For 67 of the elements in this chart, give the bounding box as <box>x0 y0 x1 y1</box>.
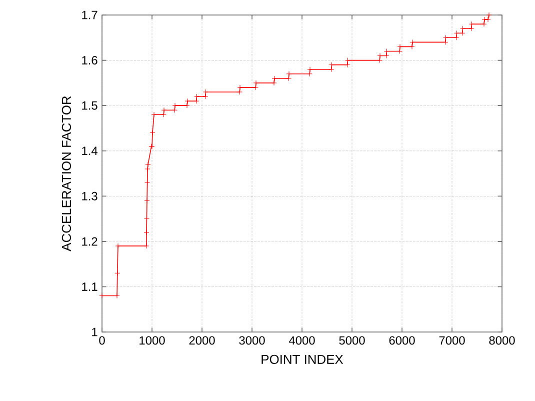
point <box>237 84 243 90</box>
point <box>145 162 151 168</box>
point <box>454 30 460 36</box>
point <box>344 62 350 68</box>
y-tick-label: 1.2 <box>82 237 98 246</box>
point <box>397 44 403 50</box>
point <box>172 107 178 113</box>
point <box>160 112 166 118</box>
y-tick-label: 1.5 <box>82 101 98 110</box>
point <box>485 16 491 22</box>
point <box>203 89 208 95</box>
point <box>144 166 150 172</box>
y-tick-label: 1.7 <box>82 10 98 20</box>
point <box>328 66 334 72</box>
x-tick-label: 6000 <box>389 336 415 345</box>
point <box>272 76 278 82</box>
point <box>410 39 416 45</box>
x-tick-label: 4000 <box>288 336 315 345</box>
y-tick-label: 1 <box>92 328 98 336</box>
y-tick-label: 1.6 <box>82 56 98 65</box>
point <box>144 180 150 186</box>
point <box>184 98 190 104</box>
point <box>194 98 200 104</box>
x-axis-title: POINT INDEX <box>262 354 344 364</box>
point <box>194 94 200 100</box>
point <box>286 71 292 77</box>
y-axis-title: ACCELERATION FACTOR <box>62 96 72 252</box>
point <box>184 102 190 108</box>
x-tick-label: 3000 <box>239 336 265 345</box>
point <box>454 34 460 40</box>
point <box>409 44 415 50</box>
point <box>252 84 258 90</box>
x-tick-label: 5000 <box>339 336 365 345</box>
point <box>172 102 178 108</box>
point <box>144 243 150 249</box>
y-tick-label: 1.1 <box>82 282 98 291</box>
point <box>114 293 120 299</box>
point <box>481 21 487 27</box>
point <box>460 30 466 36</box>
x-tick-label: 2000 <box>189 336 215 345</box>
point <box>468 26 474 32</box>
point <box>482 16 488 22</box>
point <box>150 130 156 136</box>
point <box>202 94 208 100</box>
point <box>460 26 466 32</box>
point <box>271 80 277 86</box>
point <box>286 76 292 82</box>
point <box>442 39 448 45</box>
point <box>306 71 312 77</box>
point <box>114 270 120 276</box>
y-tick-label: 1.3 <box>82 192 98 200</box>
point <box>329 62 334 68</box>
point <box>307 66 313 72</box>
point <box>236 89 242 95</box>
point <box>151 112 157 118</box>
point <box>115 243 121 249</box>
x-tick-label: 7000 <box>439 336 465 345</box>
point <box>144 198 150 204</box>
point <box>144 230 150 236</box>
x-tick-label: 0 <box>99 336 105 345</box>
y-tick-label: 1.4 <box>82 146 98 155</box>
x-tick-label: 1000 <box>140 336 165 345</box>
point <box>253 80 259 86</box>
x-tick-label: 8000 <box>489 336 515 345</box>
point <box>376 58 382 64</box>
point <box>469 21 474 27</box>
point <box>161 107 167 113</box>
